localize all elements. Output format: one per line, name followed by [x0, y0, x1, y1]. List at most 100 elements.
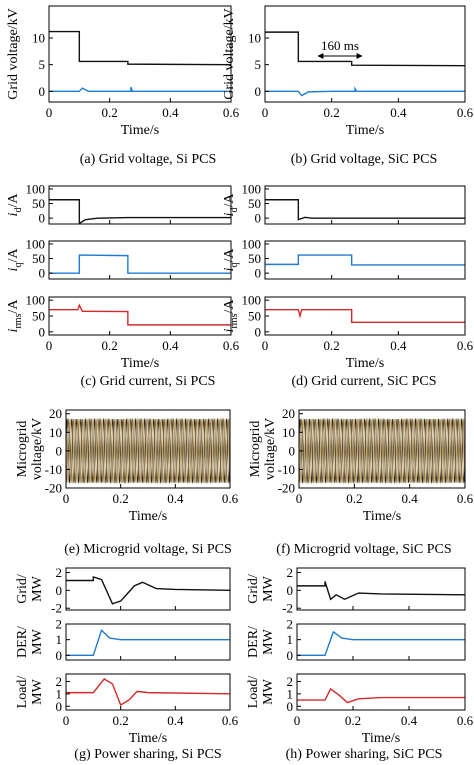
y-tick-label: 1	[287, 632, 294, 647]
y-tick-label: 50	[32, 196, 45, 211]
x-tick-label: 0.2	[113, 713, 129, 728]
caption-h: (h) Power sharing, SiC PCS	[286, 747, 443, 762]
panel-g-2: 012 0 0.2 0.4 0.6 Time/s Load/MW	[15, 673, 239, 746]
plot-frame	[264, 5, 466, 103]
plot-frame	[264, 240, 466, 280]
x-tick-label: 0.6	[223, 105, 240, 120]
series-red	[49, 303, 231, 326]
y-tick-label: 1	[287, 686, 294, 701]
series-blue	[66, 628, 230, 656]
y-axis-label: DER/MW	[15, 626, 45, 658]
x-tick-label: 0.6	[457, 713, 474, 728]
y-tick-label: -2	[282, 601, 293, 616]
series-three-phase	[299, 417, 465, 484]
series-phase-1	[66, 417, 230, 484]
y-tick-label: -10	[278, 462, 295, 477]
y-axis-label: Grid voltage/kV	[6, 8, 21, 99]
x-axis-label: Time/s	[129, 731, 167, 746]
series-three-phase	[66, 417, 230, 484]
x-axis-label: Time/s	[363, 509, 401, 524]
series-red	[297, 687, 465, 704]
series-black	[49, 199, 231, 224]
x-tick-label: 0.4	[390, 105, 407, 120]
plot-frame	[298, 409, 466, 489]
y-tick-label: 20	[49, 406, 62, 421]
y-axis-label: id/A	[6, 193, 24, 217]
y-tick-label: 50	[248, 309, 261, 324]
series-phase-0	[299, 417, 465, 484]
x-tick-label: 0.4	[401, 713, 418, 728]
x-tick-label: 0.4	[167, 491, 184, 506]
y-tick-label: 0	[255, 211, 262, 226]
x-tick-label: 0.2	[102, 338, 118, 353]
y-tick-label: 100	[242, 236, 262, 251]
panel-b-0: 0 5 10 0 0.2 0.4 0.6 Time/s Grid voltage/kV	[222, 5, 474, 138]
y-tick-label: -20	[45, 481, 62, 496]
y-tick-label: 100	[26, 293, 46, 308]
plot-frame	[65, 567, 231, 611]
x-tick-label: 0.6	[223, 338, 240, 353]
x-axis-label: Time/s	[121, 123, 159, 138]
plot-frame	[296, 567, 466, 611]
x-tick-label: 0.2	[324, 338, 340, 353]
series-phase-1	[299, 417, 465, 484]
y-tick-label: 0	[56, 699, 63, 714]
series-black	[297, 581, 465, 601]
y-axis-label: Load/MW	[246, 676, 276, 709]
y-tick-label: 2	[56, 674, 63, 689]
series-blue	[49, 86, 231, 93]
annotation-160ms: 160 ms	[317, 38, 363, 59]
y-tick-label: 0	[39, 211, 46, 226]
y-tick-label: 2	[287, 674, 294, 689]
y-axis-label: Grid/MW	[15, 574, 45, 604]
series-black	[66, 575, 230, 605]
y-tick-label: 10	[282, 425, 295, 440]
x-tick-label: 0.6	[222, 713, 239, 728]
y-axis-label: iq/A	[222, 248, 240, 272]
y-axis-label: Microgridvoltage/kV	[15, 418, 45, 480]
y-tick-label: 0	[39, 324, 46, 339]
caption-a: (a) Grid voltage, Si PCS	[80, 152, 217, 167]
y-tick-label: 50	[32, 251, 45, 266]
plot-frame	[65, 409, 231, 489]
x-axis-label: Time/s	[121, 356, 159, 371]
x-tick-label: 0	[262, 105, 269, 120]
y-tick-label: -10	[45, 462, 62, 477]
series-blue	[265, 254, 465, 266]
caption-g: (g) Power sharing, Si PCS	[74, 747, 221, 762]
series-black	[265, 199, 465, 221]
series-black	[49, 30, 231, 66]
x-tick-label: 0.4	[402, 491, 419, 506]
y-tick-label: 10	[49, 425, 62, 440]
x-tick-label: 0.2	[324, 105, 340, 120]
y-tick-label: 0	[39, 266, 46, 281]
plot-frame	[264, 185, 466, 225]
y-tick-label: 2	[56, 617, 63, 632]
x-tick-label: 0.2	[102, 105, 118, 120]
series-red	[66, 678, 230, 707]
y-tick-label: 100	[26, 236, 46, 251]
plot-frame	[65, 623, 231, 661]
x-tick-label: 0	[63, 713, 70, 728]
panel-h-0: -2 0 2 Grid/MW	[246, 565, 466, 616]
y-tick-label: 2	[287, 565, 294, 580]
x-tick-label: 0.6	[222, 491, 239, 506]
y-axis-label: Grid/MW	[246, 574, 276, 604]
caption-d: (d) Grid current, SiC PCS	[291, 374, 436, 389]
y-tick-label: 100	[242, 293, 262, 308]
series-blue	[265, 86, 465, 97]
y-tick-label: 0	[56, 443, 63, 458]
x-tick-label: 0.4	[167, 713, 184, 728]
caption-e: (e) Microgrid voltage, Si PCS	[64, 542, 232, 557]
x-tick-label: 0	[296, 491, 303, 506]
caption-f: (f) Microgrid voltage, SiC PCS	[276, 542, 451, 557]
y-tick-label: 100	[26, 181, 46, 196]
x-tick-label: 0.2	[346, 491, 362, 506]
y-axis-label: irms/A	[222, 299, 240, 333]
y-tick-label: 10	[248, 31, 261, 46]
panel-h-1: 012 DER/MW	[246, 617, 466, 663]
